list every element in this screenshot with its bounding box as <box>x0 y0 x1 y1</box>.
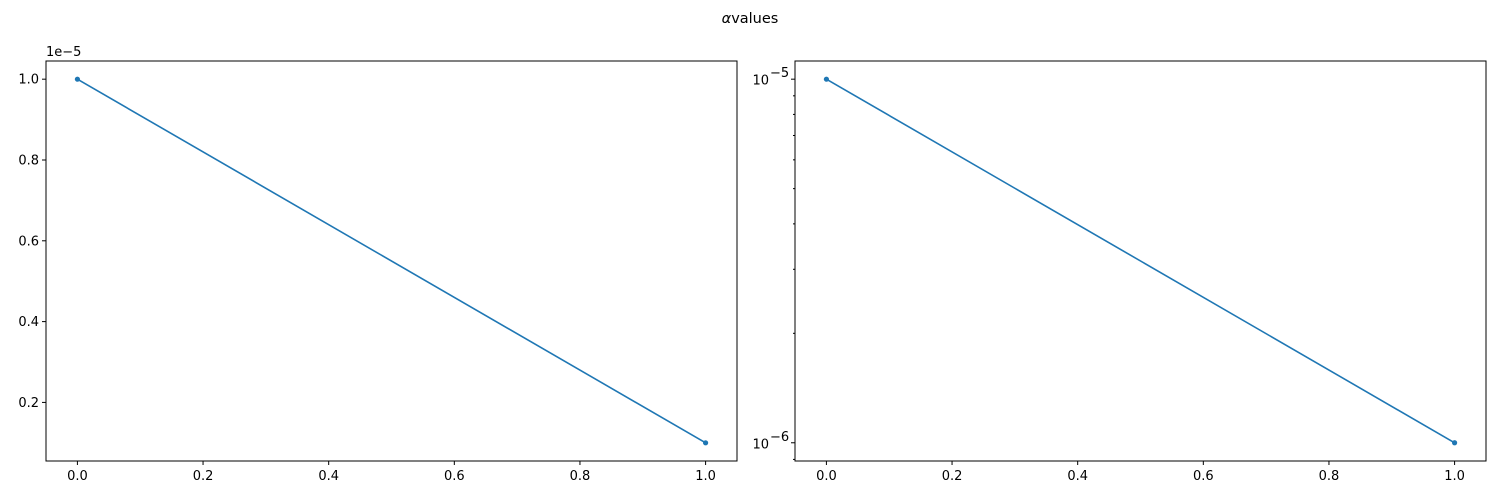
y-tick-label: 0.8 <box>18 153 39 168</box>
y-tick-label: 0.4 <box>18 315 39 330</box>
data-point <box>823 76 830 82</box>
y-tick-label: 0.2 <box>18 396 39 411</box>
figure-title: αvalues <box>722 11 779 27</box>
x-tick-label: 0.6 <box>1193 469 1214 484</box>
x-tick-label: 0.4 <box>1067 469 1088 484</box>
left-axes: 0.0 0.2 0.4 0.6 0.8 1.0 0.2 0.4 0.6 0.8 1.0 1e−5 <box>18 45 738 484</box>
x-tick-label: 0.4 <box>318 469 339 484</box>
x-tick-label: 0.8 <box>1319 469 1340 484</box>
axes-frame <box>45 60 738 462</box>
x-tick-label: 1.0 <box>695 469 716 484</box>
y-offset-text: 1e−5 <box>46 45 81 60</box>
y-tick-exponent: −5 <box>770 66 789 81</box>
series-line <box>77 78 706 444</box>
x-tick-label: 1.0 <box>1444 469 1465 484</box>
x-tick-label: 0.0 <box>67 469 88 484</box>
x-tick-label: 0.2 <box>942 469 963 484</box>
y-tick-label: 1.0 <box>18 73 39 88</box>
axes-frame <box>794 60 1487 462</box>
data-point <box>74 76 81 82</box>
data-point <box>1451 440 1458 446</box>
y-tick-label: 10 <box>752 437 769 452</box>
x-tick-label: 0.0 <box>816 469 837 484</box>
x-tick-label: 0.2 <box>193 469 214 484</box>
y-tick-label: 10 <box>752 74 769 89</box>
x-tick-label: 0.6 <box>444 469 465 484</box>
data-point <box>702 440 709 446</box>
figure-title-text: values <box>731 11 778 27</box>
right-axes: 0.0 0.2 0.4 0.6 0.8 1.010−610−5 <box>752 60 1487 484</box>
series-line <box>826 78 1455 444</box>
x-tick-label: 0.8 <box>570 469 591 484</box>
y-tick-exponent: −6 <box>770 430 789 445</box>
y-tick-label: 0.6 <box>18 234 39 249</box>
figure-title-alpha: α <box>722 11 732 27</box>
